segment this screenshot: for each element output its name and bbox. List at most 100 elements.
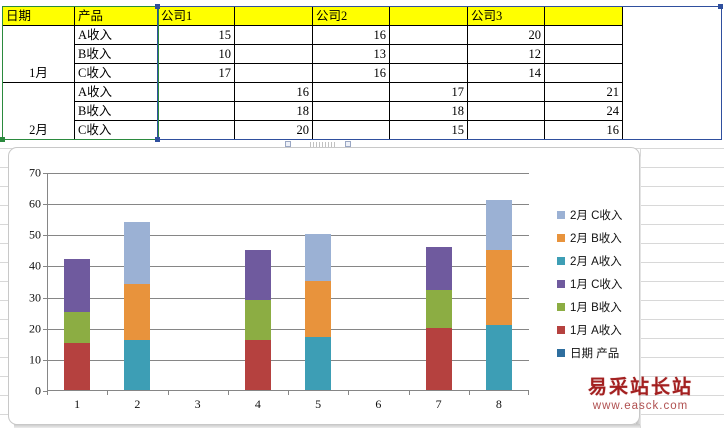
cell-empty[interactable] xyxy=(312,82,390,102)
cell-value[interactable]: 18 xyxy=(234,101,313,121)
cell-empty[interactable] xyxy=(234,25,313,45)
selection-handle-bottom-left-blue[interactable] xyxy=(155,137,160,142)
cell-product[interactable]: A收入 xyxy=(74,25,158,45)
selection-handle-top-left[interactable] xyxy=(155,4,160,9)
chart-resize-handle-top-left[interactable] xyxy=(285,141,291,147)
cell-value[interactable]: 12 xyxy=(467,44,545,64)
cell-empty[interactable] xyxy=(389,63,468,83)
cell-value[interactable]: 13 xyxy=(312,44,390,64)
legend-item[interactable]: 1月 C收入 xyxy=(557,272,667,295)
cell-value[interactable]: 16 xyxy=(312,25,390,45)
cell-date[interactable]: 2月 xyxy=(2,82,75,140)
cell-empty[interactable] xyxy=(157,120,235,140)
chart-legend[interactable]: 2月 C收入 2月 B收入 2月 A收入 1月 C收入 1月 B收入 1月 A收入 日期 产… xyxy=(557,203,667,364)
chart-bar-segment[interactable] xyxy=(64,259,91,313)
cell-value[interactable]: 16 xyxy=(544,120,623,140)
cell-value[interactable]: 14 xyxy=(467,63,545,83)
cell-product[interactable]: B收入 xyxy=(74,44,158,64)
cell-product[interactable]: C收入 xyxy=(74,63,158,83)
header-cell-empty-7[interactable] xyxy=(544,6,623,26)
data-table[interactable]: 日期 产品 公司1 公司2 公司3 1月 A收入 15 16 20 B收入 10 13 12 C收入 17 16… xyxy=(2,6,623,140)
cell-product[interactable]: C收入 xyxy=(74,120,158,140)
cell-empty[interactable] xyxy=(467,82,545,102)
cell-value[interactable]: 24 xyxy=(544,101,623,121)
cell-empty[interactable] xyxy=(389,44,468,64)
cell-value[interactable]: 15 xyxy=(157,25,235,45)
cell-value[interactable]: 10 xyxy=(157,44,235,64)
table-row[interactable]: 2月 A收入 16 17 21 xyxy=(2,82,623,140)
chart-bar-segment[interactable] xyxy=(305,337,332,390)
header-cell-0[interactable]: 日期 xyxy=(2,6,75,26)
cell-product[interactable]: A收入 xyxy=(74,82,158,102)
table-row[interactable]: C收入 20 15 16 xyxy=(3,120,623,140)
chart-bar-segment[interactable] xyxy=(64,343,91,390)
chart-bar-segment[interactable] xyxy=(64,312,91,344)
chart-object[interactable]: 0 10 20 30 40 50 60 70 1 2 3 4 5 6 7 8 2月 C收入 2月 B收入 2月 A… xyxy=(8,147,640,425)
header-cell-4[interactable]: 公司2 xyxy=(312,6,390,26)
chart-bar-segment[interactable] xyxy=(305,281,332,338)
chart-bar-segment[interactable] xyxy=(425,290,452,328)
chart-move-grip[interactable] xyxy=(310,142,336,148)
cell-value[interactable]: 20 xyxy=(234,120,313,140)
cell-empty[interactable] xyxy=(467,101,545,121)
chart-bar-segment[interactable] xyxy=(244,299,271,341)
table-row[interactable]: C收入 17 16 14 xyxy=(3,63,623,83)
chart-bar-segment[interactable] xyxy=(124,221,151,285)
cell-value[interactable]: 16 xyxy=(312,63,390,83)
cell-value[interactable]: 17 xyxy=(389,82,468,102)
chart-bar[interactable] xyxy=(244,249,271,390)
chart-bar-segment[interactable] xyxy=(425,327,452,390)
header-cell-empty-3[interactable] xyxy=(234,6,313,26)
legend-item[interactable]: 1月 A收入 xyxy=(557,318,667,341)
cell-date[interactable]: 1月 xyxy=(2,25,75,83)
chart-resize-handle-top-right[interactable] xyxy=(345,141,351,147)
cell-empty[interactable] xyxy=(312,101,390,121)
cell-value[interactable]: 17 xyxy=(157,63,235,83)
legend-item[interactable]: 2月 B收入 xyxy=(557,226,667,249)
cell-value[interactable]: 20 xyxy=(467,25,545,45)
table-row[interactable]: 1月 A收入 15 16 20 xyxy=(2,25,623,83)
chart-bar-segment[interactable] xyxy=(305,234,332,281)
cell-empty[interactable] xyxy=(389,25,468,45)
cell-empty[interactable] xyxy=(544,63,623,83)
legend-item[interactable]: 1月 B收入 xyxy=(557,295,667,318)
chart-bar-segment[interactable] xyxy=(485,324,512,390)
cell-empty[interactable] xyxy=(312,120,390,140)
chart-bar[interactable] xyxy=(485,200,512,390)
legend-item[interactable]: 2月 A收入 xyxy=(557,249,667,272)
chart-bar-segment[interactable] xyxy=(244,340,271,390)
chart-bar-segment[interactable] xyxy=(244,249,271,300)
chart-bar-segment[interactable] xyxy=(485,249,512,325)
cell-value[interactable]: 15 xyxy=(389,120,468,140)
chart-bar-segment[interactable] xyxy=(485,200,512,250)
header-cell-6[interactable]: 公司3 xyxy=(467,6,545,26)
chart-bar[interactable] xyxy=(124,221,151,390)
table-row[interactable]: B收入 10 13 12 xyxy=(3,44,623,64)
table-row[interactable]: B收入 18 18 24 xyxy=(3,101,623,121)
header-cell-1[interactable]: 产品 xyxy=(74,6,158,26)
selection-handle-bottom-left[interactable] xyxy=(0,137,5,142)
chart-bar[interactable] xyxy=(425,246,452,390)
legend-item[interactable]: 2月 C收入 xyxy=(557,203,667,226)
legend-item[interactable]: 日期 产品 xyxy=(557,341,667,364)
header-cell-2[interactable]: 公司1 xyxy=(157,6,235,26)
spreadsheet[interactable]: 日期 产品 公司1 公司2 公司3 1月 A收入 15 16 20 B收入 10 13 12 C收入 17 16… xyxy=(2,6,722,140)
chart-bar-segment[interactable] xyxy=(124,340,151,390)
cell-empty[interactable] xyxy=(157,82,235,102)
cell-value[interactable]: 21 xyxy=(544,82,623,102)
chart-bar-segment[interactable] xyxy=(124,284,151,341)
cell-value[interactable]: 16 xyxy=(234,82,313,102)
cell-empty[interactable] xyxy=(467,120,545,140)
header-cell-empty-5[interactable] xyxy=(389,6,468,26)
selection-handle-top-right[interactable] xyxy=(718,4,723,9)
chart-bar[interactable] xyxy=(64,259,91,390)
cell-empty[interactable] xyxy=(234,63,313,83)
cell-empty[interactable] xyxy=(234,44,313,64)
chart-bar-segment[interactable] xyxy=(425,246,452,291)
cell-value[interactable]: 18 xyxy=(389,101,468,121)
cell-empty[interactable] xyxy=(544,44,623,64)
cell-empty[interactable] xyxy=(544,25,623,45)
cell-empty[interactable] xyxy=(157,101,235,121)
cell-product[interactable]: B收入 xyxy=(74,101,158,121)
chart-bar[interactable] xyxy=(305,234,332,390)
